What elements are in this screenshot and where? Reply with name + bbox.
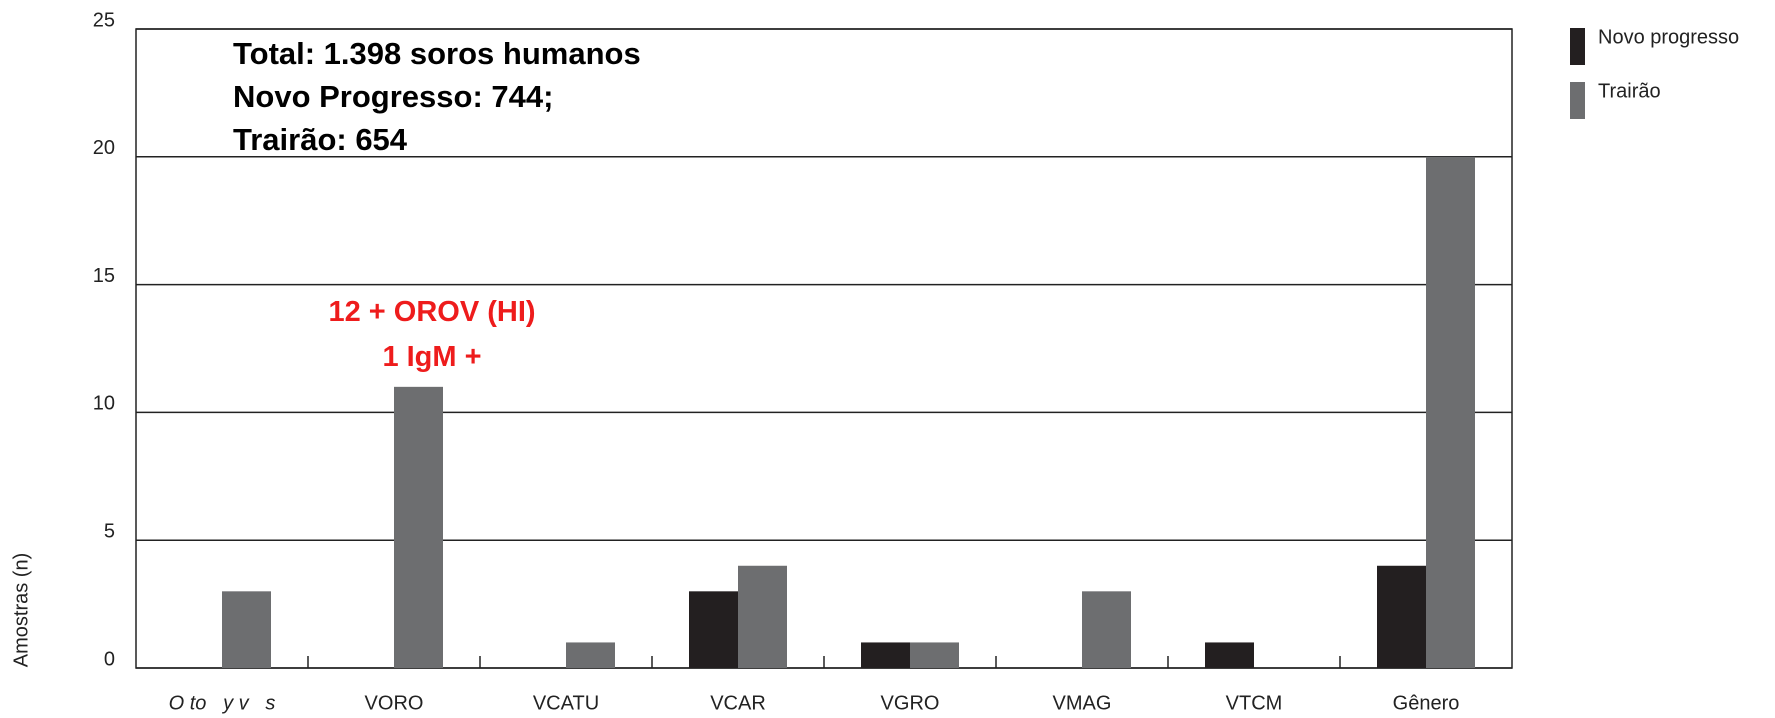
annotation: 1 IgM + bbox=[382, 341, 481, 373]
bar bbox=[910, 642, 959, 668]
y-tick-label: 15 bbox=[93, 265, 115, 287]
bar bbox=[1205, 642, 1254, 668]
x-tick-label: VTCM bbox=[1226, 692, 1283, 714]
legend-label: Novo progresso bbox=[1598, 26, 1739, 48]
y-tick-label: 5 bbox=[104, 520, 115, 542]
x-tick-label: VGRO bbox=[881, 692, 940, 714]
bar bbox=[1082, 591, 1131, 668]
legend-swatch bbox=[1570, 82, 1585, 119]
x-tick-label: Gênero bbox=[1393, 692, 1460, 714]
x-tick-label: VMAG bbox=[1053, 692, 1112, 714]
x-tick-label: VCAR bbox=[710, 692, 766, 714]
y-tick-label: 10 bbox=[93, 393, 115, 415]
annotation: Novo Progresso: 744; bbox=[233, 79, 553, 114]
bar bbox=[689, 591, 738, 668]
y-axis-label: Amostras (n) bbox=[10, 553, 32, 667]
bar bbox=[861, 642, 910, 668]
x-tick-label: O to y v s bbox=[169, 692, 276, 714]
bar bbox=[1377, 565, 1426, 668]
bar bbox=[394, 386, 443, 668]
annotation: Trairão: 654 bbox=[233, 122, 408, 157]
annotation: 12 + OROV (HI) bbox=[328, 296, 535, 328]
legend-label: Trairão bbox=[1598, 80, 1661, 102]
bar bbox=[566, 642, 615, 668]
y-tick-label: 0 bbox=[104, 648, 115, 670]
x-tick-label: VCATU bbox=[533, 692, 599, 714]
bar bbox=[1426, 156, 1475, 669]
x-tick-label: VORO bbox=[365, 692, 424, 714]
bar bbox=[738, 565, 787, 668]
bar bbox=[222, 591, 271, 668]
y-tick-label: 25 bbox=[93, 9, 115, 31]
y-tick-label: 20 bbox=[93, 137, 115, 159]
annotation: Total: 1.398 soros humanos bbox=[233, 36, 641, 71]
legend-swatch bbox=[1570, 28, 1585, 65]
